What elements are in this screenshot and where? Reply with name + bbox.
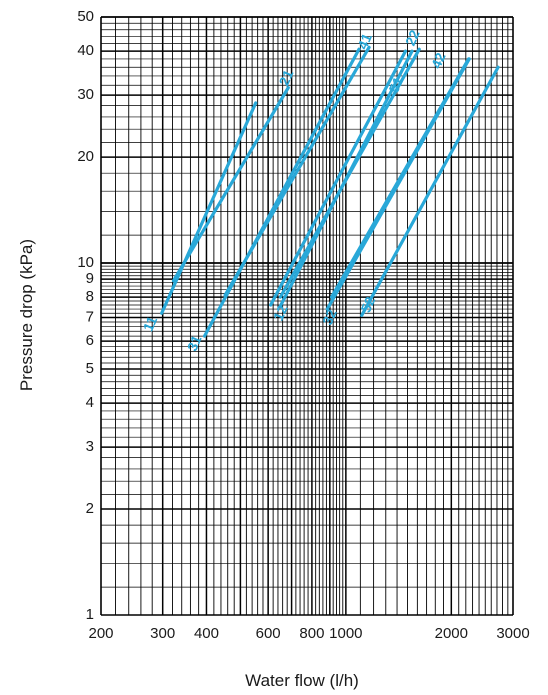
y-tick-label: 30 [77, 86, 94, 103]
y-tick-label: 50 [77, 8, 94, 25]
y-tick-label: 20 [77, 148, 94, 165]
x-tick-label: 1000 [329, 625, 362, 642]
x-tick-label: 600 [256, 625, 281, 642]
y-tick-label: 5 [86, 360, 94, 377]
series-labels: 11 21 31 41 51 12 22 32 42 52 [140, 27, 449, 353]
series-label-21: 21 [276, 67, 297, 88]
y-tick-label: 3 [86, 438, 94, 455]
tick-labels: 200 300 400 600 800 1000 2000 30001234567891020… [77, 8, 529, 642]
series-label-22: 22 [402, 27, 423, 48]
series-label-12: 12 [270, 302, 291, 323]
y-tick-label: 10 [77, 254, 94, 271]
series-line-22 [278, 47, 421, 299]
series-lines [160, 45, 500, 338]
grid [100, 16, 514, 616]
x-tick-label: 400 [194, 625, 219, 642]
y-tick-label: 8 [86, 288, 94, 305]
y-axis-label: Pressure drop (kPa) [17, 239, 36, 391]
series-label-41: 41 [354, 31, 375, 52]
y-tick-label: 9 [86, 270, 94, 287]
x-axis-label: Water flow (l/h) [245, 671, 359, 690]
series-label-11: 11 [140, 314, 161, 334]
y-tick-label: 6 [86, 332, 94, 349]
y-tick-label: 1 [86, 606, 94, 623]
y-tick-label: 2 [86, 500, 94, 517]
series-line-41 [223, 45, 371, 297]
series-line-11 [160, 101, 258, 315]
series-label-42: 42 [428, 50, 449, 71]
y-tick-label: 4 [86, 394, 94, 411]
series-line-42 [329, 57, 471, 299]
series-label-51: 51 [385, 74, 406, 95]
x-tick-label: 300 [150, 625, 175, 642]
x-tick-label: 800 [299, 625, 324, 642]
series-label-52: 52 [357, 294, 378, 315]
x-tick-label: 3000 [496, 625, 529, 642]
series-line-52 [360, 65, 500, 317]
series-label-32: 32 [319, 307, 340, 328]
x-tick-label: 200 [88, 625, 113, 642]
x-tick-label: 2000 [435, 625, 468, 642]
series-line-51 [269, 49, 408, 307]
series-line-21 [171, 86, 290, 283]
y-tick-label: 40 [77, 42, 94, 59]
y-tick-label: 7 [86, 309, 94, 326]
series-label-31: 31 [184, 333, 205, 354]
